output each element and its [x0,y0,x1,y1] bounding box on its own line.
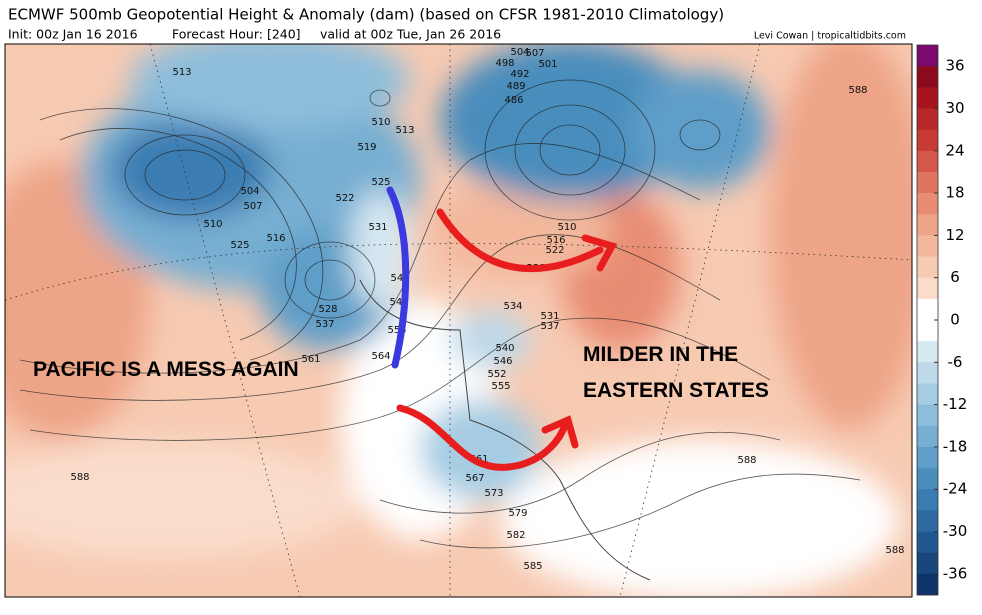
colorbar-tick-label: 6 [950,268,960,286]
contour-label: 513 [172,67,191,78]
contour-label: 531 [540,311,559,322]
colorbar-cell [917,214,938,236]
colorbar-cell [917,298,938,321]
credit: Levi Cowan | tropicaltidbits.com [754,31,906,42]
contour-label: 516 [266,233,285,244]
contour-label: 525 [371,177,390,188]
colorbar-cell [917,171,938,194]
colorbar-tick-label: 0 [950,311,960,329]
colorbar-cell [917,277,938,300]
colorbar-cell [917,129,938,152]
colorbar-tick-label: 12 [945,226,964,244]
colorbar-cell [917,404,938,427]
valid-time: valid at 00z Tue, Jan 26 2016 [320,27,501,42]
colorbar-cell [917,510,938,532]
contour-label: 528 [318,304,337,315]
colorbar-tick-label: 24 [945,141,964,159]
contour-label: 588 [848,85,867,96]
colorbar-cell [917,531,938,553]
colorbar-cell [917,150,938,173]
colorbar-cell [917,446,938,469]
contour-label: 585 [523,561,542,572]
contour-label: 567 [465,473,484,484]
map-frame [4,43,913,598]
annotation: MILDER IN THE [583,343,738,366]
colorbar-tick-label: -6 [948,353,963,371]
contour-label: 561 [301,354,320,365]
colorbar-cell [917,362,938,384]
contour-label: 486 [504,95,523,106]
colorbar-cell [917,235,938,257]
contour-label: 516 [546,235,565,246]
map [5,44,912,597]
contour-label: 492 [510,69,529,80]
contour-label: 588 [885,545,904,556]
forecast-hour: Forecast Hour: [240] [172,27,301,42]
contour-label: 501 [538,59,557,70]
contour-label: 531 [368,222,387,233]
contour-label: 507 [525,48,544,59]
contour-label: 582 [506,530,525,541]
contour-label: 504 [510,47,529,58]
colorbar-cell [917,573,938,596]
contour-label: 510 [557,222,576,233]
contour-label: 522 [335,193,354,204]
colorbar-cell [917,341,938,363]
colorbar-tick-label: -24 [943,480,968,498]
contour-label: 543 [390,273,409,284]
contour-label: 549 [389,297,408,308]
contour-label: 552 [487,369,506,380]
colorbar-tick-label: -36 [943,564,968,582]
colorbar-tick-label: -18 [943,437,968,455]
contour-label: 588 [70,472,89,483]
contour-label: 498 [495,58,514,69]
contour-label: 540 [495,343,514,354]
contour-label: 489 [506,81,525,92]
contour-label: 525 [230,240,249,251]
contour-label: 504 [240,186,259,197]
colorbar-cell [917,256,938,278]
colorbar-cell [917,45,938,67]
contour-label: 510 [371,117,390,128]
colorbar-tick-label: 36 [945,57,964,75]
contour-label: 522 [545,245,564,256]
colorbar-cell [917,87,938,109]
contour-label: 579 [508,508,527,519]
colorbar-cell [917,425,938,448]
title: ECMWF 500mb Geopotential Height & Anomal… [8,6,724,24]
contour-label: 555 [491,381,510,392]
contour-label: 546 [493,356,512,367]
colorbar-tick-label: 30 [945,99,964,117]
trough-line [386,186,410,369]
colorbar-cell [917,193,938,215]
contour-label: 537 [540,321,559,332]
contour-label: 588 [737,455,756,466]
colorbar-cell [917,66,938,88]
colorbar-tick-label: -30 [943,522,968,540]
annotation: EASTERN STATES [583,379,769,402]
colorbar-cell [917,552,938,575]
contour-label: 537 [315,319,334,330]
init: Init: 00z Jan 16 2016 [8,27,138,42]
ridge-arrows [396,208,618,471]
contour-label: 510 [203,219,222,230]
contour-label: 519 [357,142,376,153]
colorbar-tick-label: -12 [943,395,968,413]
colorbar: 36 30 24 18 12 6 0 -6 -12 -18 -24 -30 -36 [916,44,968,596]
colorbar-cell [917,383,938,405]
contour-label: 534 [503,301,522,312]
contour-label: 555 [387,325,406,336]
colorbar-tick-label: 18 [945,184,964,202]
contour-label: 564 [371,351,390,362]
contour-label: 513 [395,125,414,136]
colorbar-cell [917,489,938,511]
colorbar-cell [917,320,938,342]
contour-label: 573 [484,488,503,499]
annotation: PACIFIC IS A MESS AGAIN [33,358,299,381]
colorbar-cell [917,468,938,490]
contour-label: 507 [243,201,262,212]
colorbar-cell [917,108,938,130]
